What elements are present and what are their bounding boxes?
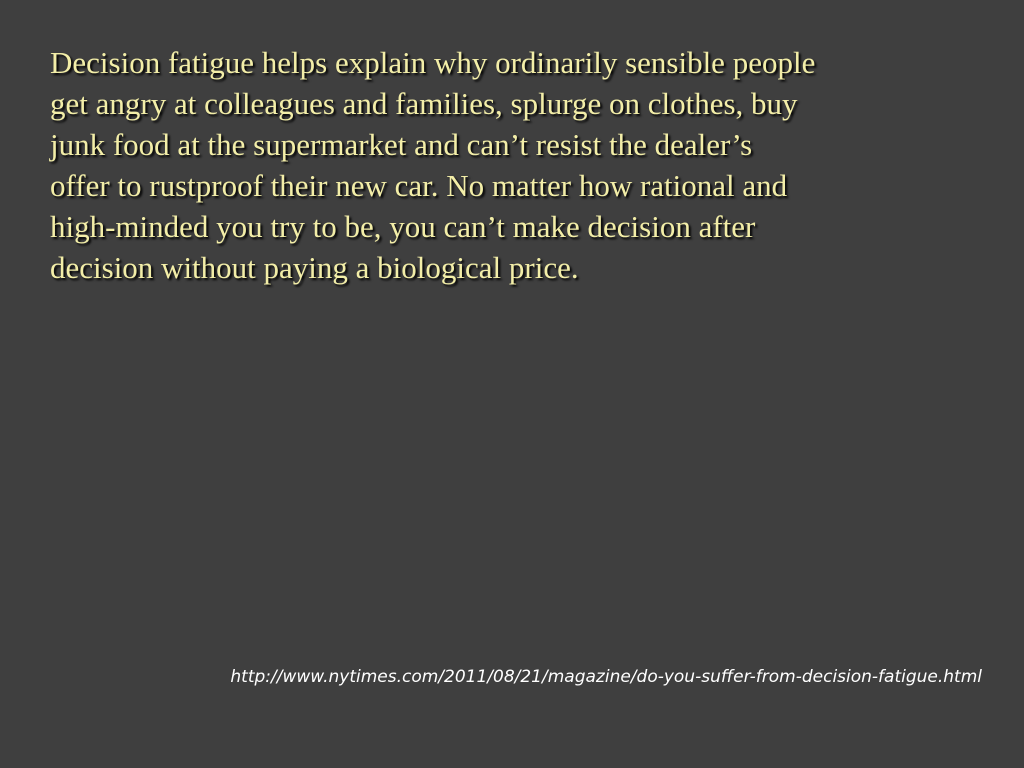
- quote-line: decision without paying a biological pri…: [50, 250, 579, 285]
- quote-line: offer to rustproof their new car. No mat…: [50, 168, 788, 203]
- quote-text: Decision fatigue helps explain why ordin…: [50, 42, 990, 288]
- quote-line: high-minded you try to be, you can’t mak…: [50, 209, 756, 244]
- quote-line: junk food at the supermarket and can’t r…: [50, 127, 753, 162]
- quote-line: Decision fatigue helps explain why ordin…: [50, 45, 816, 80]
- source-link[interactable]: http://www.nytimes.com/2011/08/21/magazi…: [230, 667, 982, 687]
- quote-line: get angry at colleagues and families, sp…: [50, 86, 798, 121]
